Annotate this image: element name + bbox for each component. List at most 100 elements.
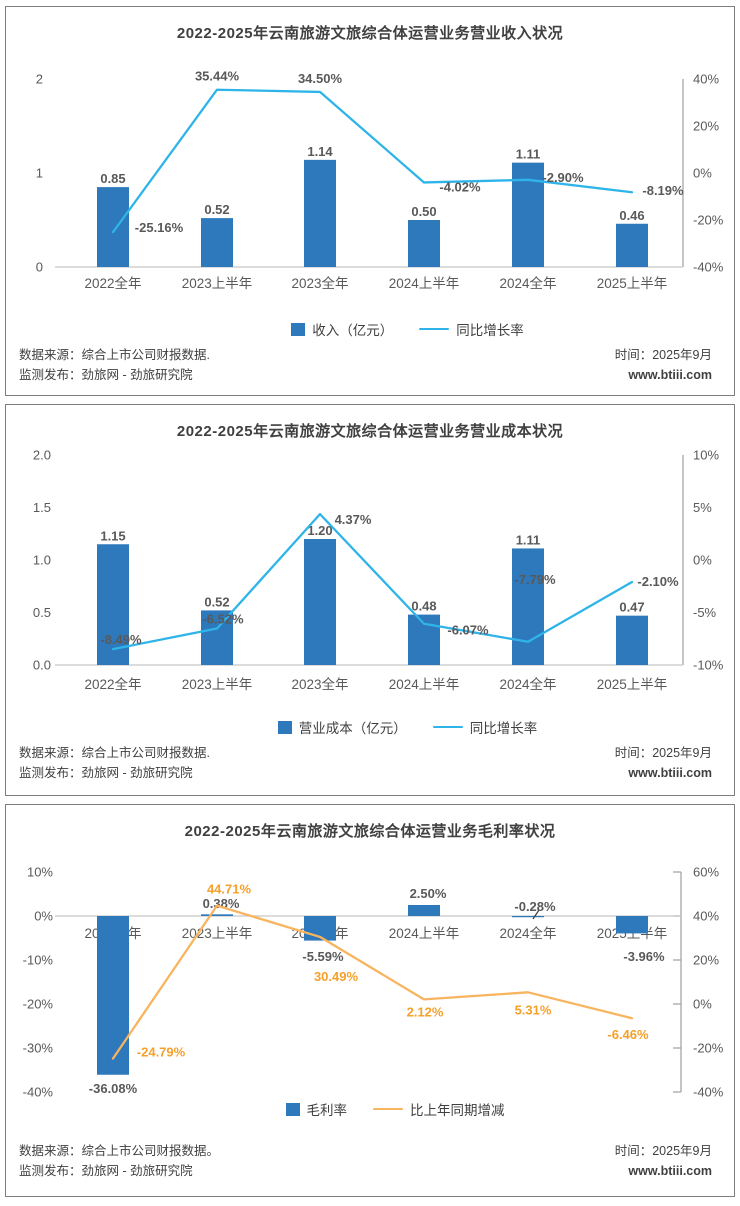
svg-text:34.50%: 34.50% — [298, 71, 343, 86]
svg-text:2.12%: 2.12% — [407, 1004, 444, 1019]
revenue-chart-legend: 收入（亿元） 同比增长率 — [6, 319, 734, 339]
bar-legend-label: 毛利率 — [306, 1103, 348, 1118]
svg-text:2022全年: 2022全年 — [84, 275, 141, 291]
svg-text:0%: 0% — [693, 553, 712, 568]
svg-text:2023全年: 2023全年 — [291, 275, 348, 291]
data-source-block: 数据来源：综合上市公司财报数据。 监测发布：劲旅网 - 劲旅研究院 — [19, 1141, 219, 1181]
svg-text:2024上半年: 2024上半年 — [389, 926, 460, 941]
svg-text:2025上半年: 2025上半年 — [597, 926, 668, 941]
svg-text:2024上半年: 2024上半年 — [389, 677, 460, 692]
svg-text:0.47: 0.47 — [619, 600, 644, 615]
svg-text:-7.79%: -7.79% — [514, 572, 556, 587]
data-source-line: 数据来源：综合上市公司财报数据. — [19, 348, 210, 362]
svg-text:30.49%: 30.49% — [314, 969, 359, 984]
data-source-block: 数据来源：综合上市公司财报数据. 监测发布：劲旅网 - 劲旅研究院 — [19, 743, 210, 783]
legend-bar-item: 毛利率 — [285, 1099, 348, 1119]
legend-line-item: 同比增长率 — [419, 319, 524, 339]
svg-text:5.31%: 5.31% — [515, 1002, 552, 1017]
bar-swatch-icon — [285, 1102, 300, 1116]
svg-text:2022全年: 2022全年 — [84, 676, 141, 692]
svg-text:-6.07%: -6.07% — [447, 623, 489, 638]
cost-chart-canvas: 2.0 1.5 1.0 0.5 0.0 10% 5% 0% -5% -10% 2022全年 2023上… — [33, 448, 724, 693]
cost-chart-footer: 数据来源：综合上市公司财报数据. 监测发布：劲旅网 - 劲旅研究院 时间：202… — [19, 743, 712, 783]
svg-text:-10%: -10% — [693, 658, 724, 673]
svg-text:-10%: -10% — [23, 953, 54, 968]
svg-text:-20%: -20% — [693, 1041, 724, 1056]
svg-text:1: 1 — [36, 166, 43, 181]
svg-text:0.50: 0.50 — [411, 204, 436, 219]
revenue-chart-panel: 2022-2025年云南旅游文旅综合体运营业务营业收入状况 2 1 0 40% 20% 0… — [5, 6, 735, 396]
line-swatch-icon — [432, 725, 463, 729]
svg-text:1.11: 1.11 — [516, 532, 541, 547]
svg-text:1.0: 1.0 — [33, 553, 51, 568]
line-swatch-icon — [373, 1107, 403, 1111]
svg-text:-36.08%: -36.08% — [89, 1081, 138, 1096]
bar-swatch-icon — [277, 720, 292, 734]
legend-line-item: 同比增长率 — [432, 717, 537, 737]
svg-text:20%: 20% — [693, 953, 719, 968]
margin-chart-footer: 数据来源：综合上市公司财报数据。 监测发布：劲旅网 - 劲旅研究院 时间：202… — [19, 1141, 712, 1181]
report-time: 时间：2025年9月 — [614, 1144, 712, 1158]
svg-text:2024全年: 2024全年 — [499, 925, 556, 941]
svg-text:-0.28%: -0.28% — [514, 899, 556, 914]
svg-text:1.11: 1.11 — [516, 147, 541, 162]
svg-text:-24.79%: -24.79% — [137, 1045, 186, 1060]
svg-text:2.0: 2.0 — [33, 448, 51, 463]
report-time: 时间：2025年9月 — [614, 348, 712, 362]
website-link[interactable]: www.btiii.com — [628, 766, 712, 780]
svg-text:60%: 60% — [693, 865, 719, 880]
website-link[interactable]: www.btiii.com — [628, 368, 712, 382]
line-legend-label: 比上年同期增减 — [410, 1103, 505, 1118]
svg-text:0.0: 0.0 — [33, 658, 51, 673]
revenue-chart-footer: 数据来源：综合上市公司财报数据. 监测发布：劲旅网 - 劲旅研究院 时间：202… — [19, 345, 712, 385]
svg-text:2025上半年: 2025上半年 — [597, 677, 668, 692]
svg-text:-2.90%: -2.90% — [542, 170, 584, 185]
svg-text:1.20: 1.20 — [307, 523, 332, 538]
revenue-chart-canvas: 2 1 0 40% 20% 0% -20% -40% 2022全年 2023上半年 2023全年 20… — [36, 69, 724, 291]
svg-text:-5%: -5% — [693, 605, 717, 620]
svg-text:0.38%: 0.38% — [203, 896, 240, 911]
svg-text:0%: 0% — [34, 909, 53, 924]
website-link[interactable]: www.btiii.com — [628, 1164, 712, 1178]
svg-text:2023全年: 2023全年 — [291, 676, 348, 692]
svg-text:-8.19%: -8.19% — [642, 183, 684, 198]
svg-text:5%: 5% — [693, 500, 712, 515]
svg-text:2.50%: 2.50% — [410, 886, 447, 901]
svg-text:44.71%: 44.71% — [207, 882, 252, 897]
svg-text:-4.02%: -4.02% — [439, 179, 481, 194]
svg-text:-30%: -30% — [23, 1041, 54, 1056]
svg-text:0%: 0% — [693, 997, 712, 1012]
report-time: 时间：2025年9月 — [614, 746, 712, 760]
cost-chart-legend: 营业成本（亿元） 同比增长率 — [6, 717, 734, 737]
data-source-line: 数据来源：综合上市公司财报数据. — [19, 746, 210, 760]
legend-line-item: 比上年同期增减 — [373, 1099, 505, 1119]
svg-text:-6.46%: -6.46% — [607, 1027, 649, 1042]
publisher-line: 监测发布：劲旅网 - 劲旅研究院 — [19, 1164, 193, 1178]
svg-text:0.48: 0.48 — [411, 599, 436, 614]
revenue-chart-title: 2022-2025年云南旅游文旅综合体运营业务营业收入状况 — [176, 25, 564, 42]
svg-text:-20%: -20% — [693, 213, 724, 228]
publisher-line: 监测发布：劲旅网 - 劲旅研究院 — [19, 368, 193, 382]
svg-text:2024全年: 2024全年 — [499, 275, 556, 291]
svg-text:2025上半年: 2025上半年 — [597, 276, 668, 291]
publisher-line: 监测发布：劲旅网 - 劲旅研究院 — [19, 766, 193, 780]
svg-text:2024全年: 2024全年 — [499, 676, 556, 692]
legend-bar-item: 营业成本（亿元） — [277, 717, 407, 737]
margin-chart-legend: 毛利率 比上年同期增减 — [6, 1099, 734, 1119]
svg-text:-5.59%: -5.59% — [302, 949, 344, 964]
margin-chart-panel: 2022-2025年云南旅游文旅综合体运营业务毛利率状况 10% 0% -10% -2… — [5, 804, 735, 1197]
svg-text:-8.49%: -8.49% — [100, 632, 142, 647]
svg-text:10%: 10% — [27, 865, 53, 880]
svg-text:0%: 0% — [693, 166, 712, 181]
margin-chart-title: 2022-2025年云南旅游文旅综合体运营业务毛利率状况 — [184, 823, 556, 840]
margin-chart-canvas: 10% 0% -10% -20% -30% -40% 60% 40% 20% 0% -20% -40%… — [23, 865, 724, 1100]
svg-text:-3.96%: -3.96% — [623, 949, 665, 964]
svg-text:-25.16%: -25.16% — [135, 220, 184, 235]
svg-text:1.15: 1.15 — [100, 528, 125, 543]
svg-text:-40%: -40% — [693, 1085, 724, 1100]
svg-text:-6.52%: -6.52% — [202, 611, 244, 626]
svg-text:1.5: 1.5 — [33, 500, 51, 515]
cost-chart-panel: 2022-2025年云南旅游文旅综合体运营业务营业成本状况 2.0 1.5 1.0 0… — [5, 404, 735, 796]
svg-text:4.37%: 4.37% — [335, 512, 372, 527]
svg-text:-20%: -20% — [23, 997, 54, 1012]
